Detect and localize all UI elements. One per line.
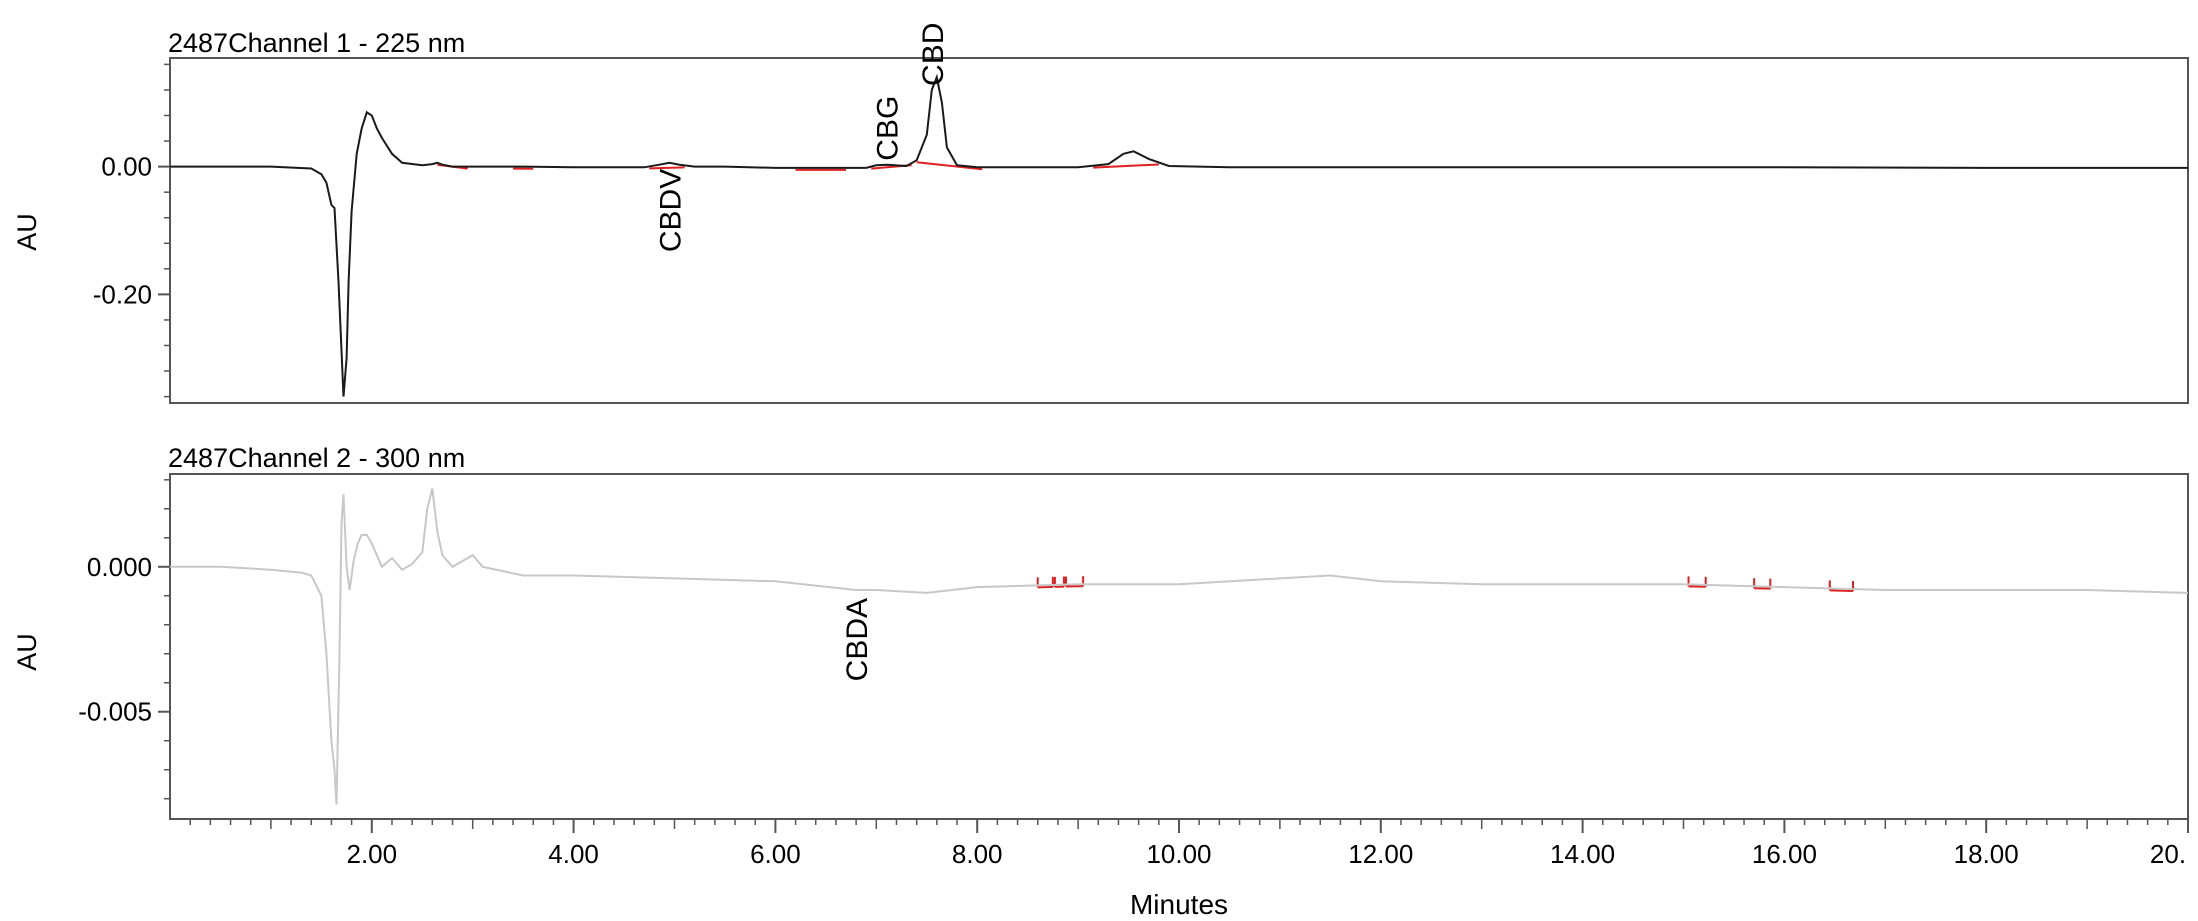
panel-1-plot-frame (169, 57, 2189, 404)
panel-2-y-axis-label: AU (12, 633, 42, 671)
panel-channel-2: 2487Channel 2 - 300 nm 0.000-0.005 CBDA … (12, 443, 2189, 820)
panel-2-peak-labels: CBDA (841, 598, 874, 681)
panel-2-trace (170, 488, 2189, 805)
x-tick-label: 4.00 (548, 839, 599, 869)
panel-channel-1: 2487Channel 1 - 225 nm 0.00 -0.20 CBDV CBG… (12, 23, 2189, 404)
x-tick-label: 10.00 (1146, 839, 1211, 869)
integration-mark (916, 161, 983, 171)
x-tick-label: 12.00 (1348, 839, 1413, 869)
y-tick-label: 0.00 (101, 152, 152, 182)
x-tick-label: 8.00 (952, 839, 1003, 869)
peak-label-cbg: CBG (871, 96, 904, 161)
panel-1-y-ticks: 0.00 -0.20 (93, 63, 170, 398)
panel-2-title: 2487Channel 2 - 300 nm (168, 443, 465, 473)
x-tick-label: 20. (2150, 839, 2186, 869)
x-tick-label: 2.00 (346, 839, 397, 869)
panel-1-trace (170, 73, 2188, 397)
panel-1-title: 2487Channel 1 - 225 nm (168, 28, 465, 58)
panel-1-y-axis-label: AU (12, 213, 42, 251)
panel-1-peak-labels: CBDV CBG CBD (654, 23, 949, 253)
x-tick-label: 16.00 (1752, 839, 1817, 869)
peak-label-cbd: CBD (917, 23, 950, 86)
x-tick-label: 18.00 (1954, 839, 2019, 869)
x-axis-label: Minutes (1130, 889, 1228, 920)
peak-label-cbdv: CBDV (654, 169, 687, 252)
y-tick-label: -0.005 (78, 697, 152, 727)
y-tick-label: 0.000 (87, 552, 152, 582)
x-axis: 2.00 4.00 6.00 8.00 10.00 12.00 14.00 16.00 18.0… (189, 819, 2189, 869)
x-tick-label: 14.00 (1550, 839, 1615, 869)
integration-mark (649, 166, 685, 170)
x-tick-label: 6.00 (750, 839, 801, 869)
panel-2-y-ticks: 0.000 -0.005 (78, 479, 170, 800)
peak-label-cbda: CBDA (841, 598, 874, 681)
integration-mark (1093, 163, 1159, 169)
y-tick-label: -0.20 (93, 279, 152, 309)
panel-2-plot-frame (169, 473, 2189, 820)
